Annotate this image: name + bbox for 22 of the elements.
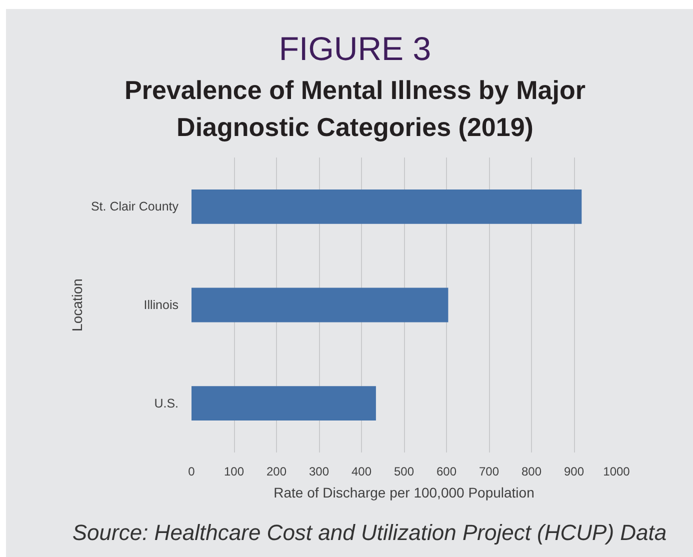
source-note: Source: Healthcare Cost and Utilization Project (HCUP) Data <box>71 519 668 547</box>
x-tick-label: 700 <box>478 464 500 478</box>
x-axis-title: Rate of Discharge per 100,000 Population <box>274 484 534 500</box>
x-tick-label: 100 <box>224 464 244 478</box>
x-tick-label: 400 <box>351 464 372 478</box>
x-tick-label: 0 <box>188 464 196 478</box>
x-tick-label: 1000 <box>603 464 630 478</box>
x-tick-label: 300 <box>308 464 330 478</box>
y-tick-label: St. Clair County <box>90 200 180 214</box>
bar <box>192 189 582 224</box>
x-tick-label: 200 <box>266 464 287 478</box>
x-tick-label: 900 <box>564 464 584 478</box>
chart-subtitle: Prevalence of Mental Illness by Major Diagnostic Categories (2019) <box>124 74 586 144</box>
y-tick-label: U.S. <box>154 396 178 410</box>
y-axis-title: Location <box>68 278 85 332</box>
chart-title: FIGURE 3 <box>278 29 432 69</box>
x-tick-label: 800 <box>521 464 542 478</box>
x-tick-label: 500 <box>394 464 414 478</box>
y-tick-label: Illinois <box>144 298 179 312</box>
x-tick-label: 600 <box>436 464 457 478</box>
bar <box>192 386 376 421</box>
bar <box>192 288 448 322</box>
